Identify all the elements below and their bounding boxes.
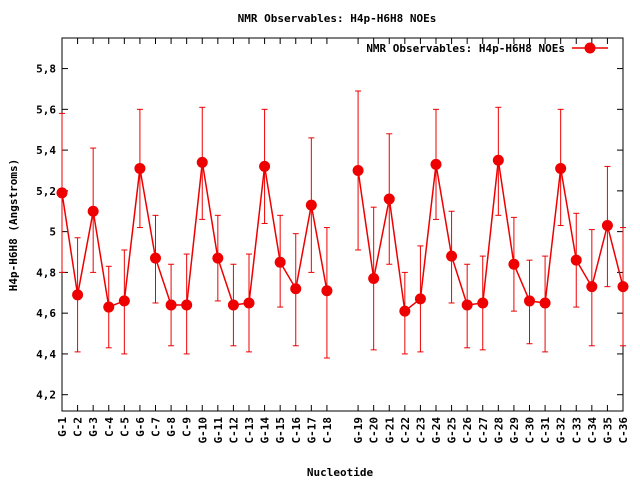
data-point xyxy=(508,258,520,270)
data-point xyxy=(446,250,458,262)
x-tick-label: C-33 xyxy=(570,417,583,444)
x-tick-label: C-31 xyxy=(539,417,552,444)
data-point xyxy=(430,158,442,170)
x-tick-label: C-13 xyxy=(243,417,256,444)
y-tick-label: 4,4 xyxy=(36,348,56,361)
data-point xyxy=(524,295,535,307)
data-point xyxy=(243,297,255,309)
data-point xyxy=(601,220,613,232)
data-point xyxy=(586,281,598,293)
x-tick-label: G-19 xyxy=(352,417,365,444)
x-tick-label: G-8 xyxy=(165,417,178,437)
x-tick-label: C-7 xyxy=(150,417,163,437)
x-tick-label: G-32 xyxy=(555,417,568,444)
x-tick-label: G-10 xyxy=(196,417,209,444)
data-point xyxy=(150,252,161,264)
y-tick-label: 5,6 xyxy=(36,103,56,116)
data-point xyxy=(570,254,582,266)
x-tick-label: G-15 xyxy=(274,417,287,444)
data-point xyxy=(181,299,193,311)
x-tick-label: G-6 xyxy=(134,417,147,437)
x-tick-label: C-34 xyxy=(586,417,599,444)
x-tick-label: G-11 xyxy=(212,417,225,444)
x-tick-label: C-5 xyxy=(118,417,131,437)
data-point xyxy=(134,162,146,174)
data-point xyxy=(321,285,333,297)
x-tick-label: C-26 xyxy=(461,417,474,444)
x-tick-label: C-4 xyxy=(103,417,116,437)
data-point xyxy=(87,205,99,217)
data-point xyxy=(305,199,317,211)
x-tick-label: C-22 xyxy=(399,417,412,444)
data-point xyxy=(383,193,395,205)
x-tick-label: C-2 xyxy=(72,417,85,437)
data-point xyxy=(399,305,411,317)
data-point xyxy=(118,295,130,307)
x-tick-label: C-30 xyxy=(524,417,537,444)
data-point xyxy=(56,187,68,199)
data-point xyxy=(617,281,629,293)
x-tick-label: C-12 xyxy=(227,417,240,444)
data-point xyxy=(259,160,271,172)
x-tick-label: G-24 xyxy=(430,417,443,444)
data-point xyxy=(555,162,567,174)
data-point xyxy=(165,299,177,311)
y-tick-label: 4,8 xyxy=(36,266,56,279)
series-line xyxy=(61,162,328,309)
data-point xyxy=(196,156,208,168)
legend: NMR Observables: H4p-H6H8 NOEs xyxy=(366,42,608,55)
data-point xyxy=(103,301,115,313)
y-axis-label: H4p-H6H8 (Angstroms) xyxy=(7,159,20,291)
data-point xyxy=(414,293,426,305)
x-tick-label: G-17 xyxy=(305,417,318,444)
x-tick-label: G-25 xyxy=(446,417,459,444)
data-point xyxy=(461,299,473,311)
x-tick-label: G-3 xyxy=(87,417,100,437)
x-axis-label: Nucleotide xyxy=(307,466,374,479)
x-tick-label: G-14 xyxy=(259,417,272,444)
data-point xyxy=(212,252,224,264)
data-point xyxy=(477,297,489,309)
data-point xyxy=(492,154,504,166)
y-tick-label: 4,2 xyxy=(36,389,56,402)
x-tick-label: C-20 xyxy=(368,417,381,444)
x-tick-label: G-21 xyxy=(383,417,396,444)
data-point xyxy=(352,164,364,176)
x-tick-label: C-23 xyxy=(414,417,427,444)
x-tick-label: G-35 xyxy=(601,417,614,444)
y-tick-label: 5 xyxy=(49,226,56,239)
legend-marker-sample xyxy=(584,42,596,54)
data-point xyxy=(72,289,84,301)
data-point xyxy=(290,283,302,295)
plot-frame xyxy=(61,37,624,412)
legend-label: NMR Observables: H4p-H6H8 NOEs xyxy=(366,42,565,55)
x-tick-label: C-36 xyxy=(617,417,630,444)
x-tick-label: C-27 xyxy=(477,417,490,444)
x-tick-label: C-16 xyxy=(290,417,303,444)
x-tick-label: C-18 xyxy=(321,417,334,444)
x-tick-label: G-29 xyxy=(508,417,521,444)
x-tick-label: G-28 xyxy=(492,417,505,444)
data-point xyxy=(368,273,380,285)
y-tick-label: 5,8 xyxy=(36,63,56,76)
x-tick-label: C-9 xyxy=(181,417,194,437)
y-tick-label: 4,6 xyxy=(36,307,56,320)
data-point xyxy=(274,256,286,268)
x-tick-label: G-1 xyxy=(56,417,69,437)
data-point xyxy=(227,299,239,311)
series-line xyxy=(357,160,624,313)
y-tick-label: 5,4 xyxy=(36,144,56,157)
chart-title: NMR Observables: H4p-H6H8 NOEs xyxy=(238,12,437,25)
y-tick-label: 5,2 xyxy=(36,185,56,198)
data-point xyxy=(539,297,551,309)
